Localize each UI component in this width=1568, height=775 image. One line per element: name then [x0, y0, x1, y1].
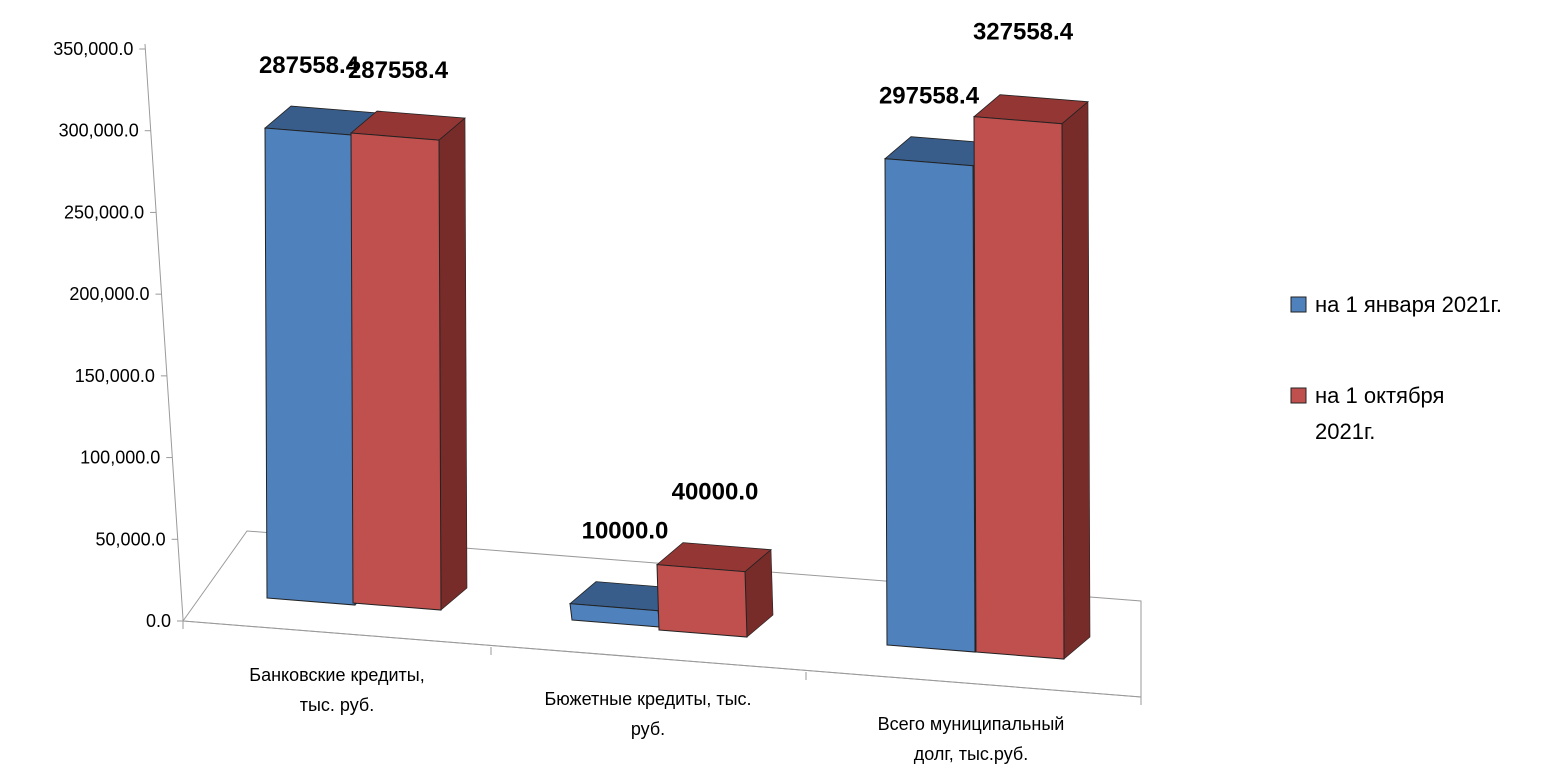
x-tick-label: Банковские кредиты, тыс. руб. — [249, 665, 424, 715]
y-tick-label: 300,000.0 — [59, 121, 139, 141]
legend-label: на 1 октября 2021г. — [1315, 383, 1444, 444]
y-tick-label: 200,000.0 — [69, 284, 149, 304]
bar — [656, 564, 748, 638]
data-label: 10000.0 — [582, 518, 669, 545]
data-label: 287558.4 — [259, 52, 360, 79]
bar — [884, 158, 976, 653]
bar-side — [438, 117, 468, 611]
x-axis-line — [182, 620, 1142, 698]
data-label: 297558.4 — [879, 83, 980, 110]
data-label: 327558.4 — [973, 19, 1074, 46]
x-tick-label: Всего муниципальный долг, тыс.руб. — [878, 714, 1065, 764]
bar — [973, 116, 1065, 660]
y-tick-label: 250,000.0 — [64, 202, 144, 222]
y-tick-label: 100,000.0 — [80, 448, 160, 468]
legend-swatch — [1290, 296, 1307, 313]
data-label: 40000.0 — [672, 479, 759, 506]
bar-side — [1061, 101, 1091, 660]
x-tick-label: Бюжетные кредиты, тыс. руб. — [544, 689, 751, 739]
y-tick-label: 350,000.0 — [53, 39, 133, 59]
legend-swatch — [1290, 387, 1307, 404]
legend-label: на 1 января 2021г. — [1315, 292, 1502, 317]
y-tick-label: 150,000.0 — [75, 366, 155, 386]
bar — [264, 127, 356, 606]
bar — [350, 132, 442, 611]
data-label: 287558.4 — [348, 57, 449, 84]
y-tick-label: 0.0 — [146, 611, 171, 631]
y-tick-label: 50,000.0 — [96, 529, 166, 549]
